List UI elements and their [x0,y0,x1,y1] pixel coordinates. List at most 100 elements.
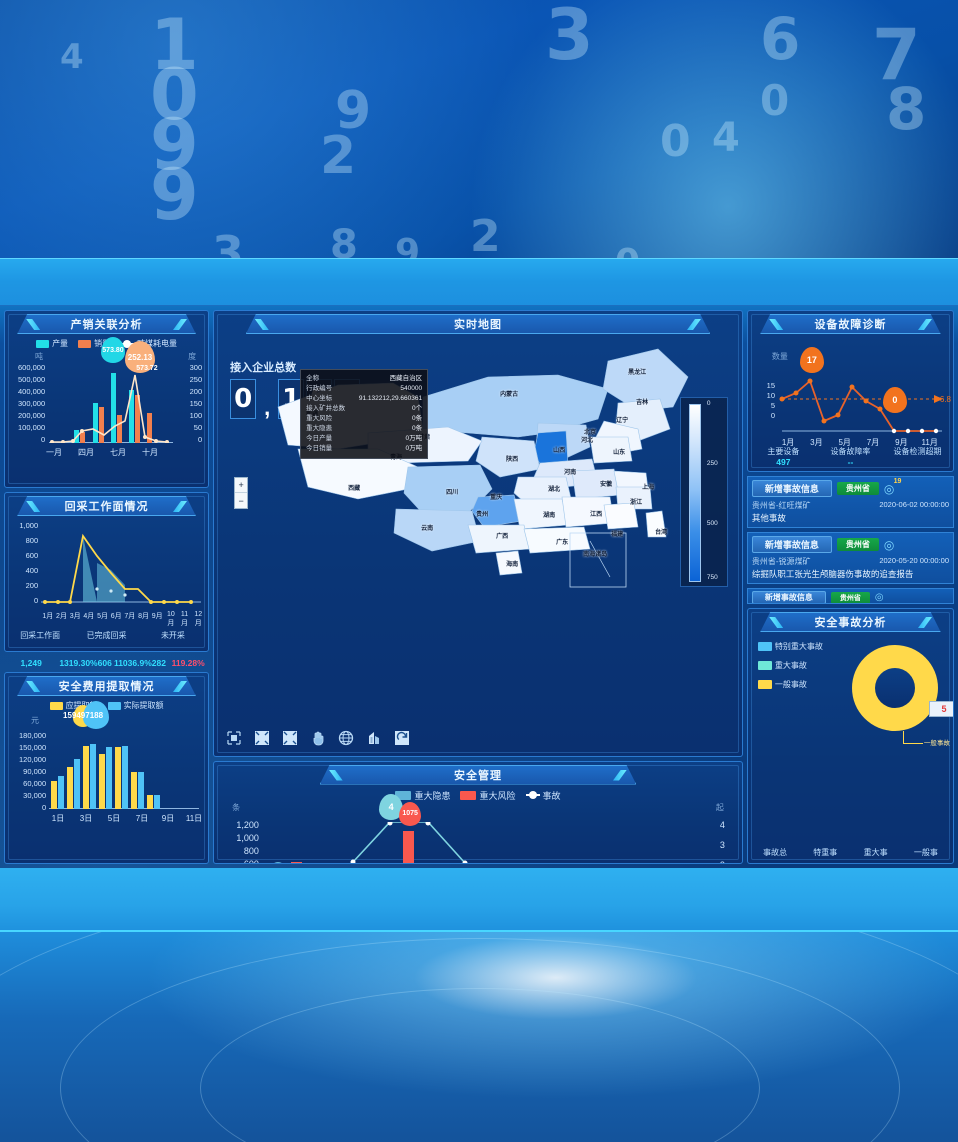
province-label[interactable]: 吉林 [636,400,649,406]
tooltip-row: 重大隐患 0条 [306,425,423,432]
province-label[interactable]: 西藏 [348,486,361,492]
y-tick-right: 2 [720,860,734,864]
stat-label: 设备检测超期 [893,447,942,456]
legend-item: 事故 [525,789,561,802]
province-label[interactable]: 海南 [506,562,519,568]
axis-unit-left: 元 [31,716,39,725]
counter-digit: 0 [230,379,257,419]
panel-device: 设备故障诊断 数量 15 10 5 0 17 0 6.8 [746,310,954,472]
float-badge[interactable]: 5 [929,701,953,717]
province-label[interactable]: 浙江 [630,500,643,506]
globe-icon[interactable] [336,729,355,748]
province-label[interactable]: 南海诸岛 [583,552,608,558]
background-digit: 2 [470,211,501,259]
donut-leader-line [902,731,904,743]
mine-name: 贵州省-锐源煤矿 [751,557,811,566]
zoom-in-button[interactable]: + [235,478,248,493]
accident-card[interactable]: 新增事故信息 贵州省 ◎ [746,588,954,604]
province-label[interactable]: 江西 [590,512,603,518]
province-label[interactable]: 河北 [581,438,594,444]
province-label[interactable]: 陕西 [506,457,519,463]
hand-icon[interactable] [308,729,327,748]
x-tick: 七月 [110,448,126,457]
line-series-accidents [350,821,468,864]
x-tick: 1月 [42,613,54,620]
province-label[interactable]: 贵州 [476,512,489,518]
zoom-out-button[interactable]: − [238,495,244,506]
counter-comma: , [264,395,271,420]
province-label[interactable]: 云南 [421,526,434,532]
accident-card[interactable]: 新增事故信息 贵州省 ◎ 贵州省-锐源煤矿 2020-05-20 00:00:0… [746,532,954,584]
province-label[interactable]: 湖北 [548,487,561,493]
panel-accident-analysis: 安全事故分析 特别重大事故 重大事故 一般事故 一般事故 5 事故总 特重事 重… [746,608,954,864]
location-pin-icon[interactable]: ◎ [883,537,895,552]
background-digit: 3 [545,0,594,76]
province-label[interactable]: 上海 [642,485,655,491]
province-label[interactable]: 台湾 [655,530,668,536]
province-label[interactable]: 湖南 [543,513,556,519]
x-tick: 11月 [921,438,938,447]
province-label[interactable]: 广东 [556,540,569,546]
donut-label: 一般事故 [923,740,950,747]
map-area[interactable]: 接入企业总数 0 , 1 0 7 + − [218,337,738,752]
background-digit: 8 [886,75,927,143]
line-chart-device [779,378,943,434]
map-zoom-controls[interactable]: + − [234,477,249,509]
x-tick: 9月 [151,613,163,620]
x-tick: 7月 [124,613,136,620]
collapse-icon[interactable] [280,729,299,748]
stat-value: 119.28% [171,658,205,668]
card-desc: 综掘队职工张光生颅脑器伤事故的追查报告 [751,569,914,579]
y-tick-right: 300 [189,363,203,372]
card-date: 2020-06-02 00:00:00 [879,500,949,509]
y-tick: 30,000 [23,791,47,800]
expand-icon[interactable] [252,729,271,748]
province-label[interactable]: 安徽 [600,482,613,488]
x-tick: 1月 [781,438,795,447]
stat-label: 主要设备 [767,447,800,456]
province-label[interactable]: 福建 [611,532,624,538]
background-bottom-band [0,868,958,932]
y-tick: 1,200 [236,819,259,830]
card-desc: 其他事故 [751,513,786,523]
map-toolbar[interactable] [224,729,411,748]
province-label[interactable]: 河南 [564,470,577,476]
tooltip-row: 重大风险 0条 [306,415,423,422]
y-tick: 600 [25,551,39,560]
y-tick-right: 4 [719,819,725,830]
chart-icon[interactable] [364,729,383,748]
marker-balloon: 0 [268,861,289,864]
accident-card[interactable]: 新增事故信息 贵州省 ◎ 19 贵州省-红旺煤矿 2020-06-02 00:00… [746,476,954,528]
province-label[interactable]: 重庆 [490,495,503,501]
location-pin-icon[interactable]: ◎ [874,592,884,603]
legend-item: 产量 [36,338,68,349]
y-tick: 120,000 [19,755,47,764]
x-tick: 12月 [194,611,203,627]
x-tick: 1日 [51,814,65,823]
china-map[interactable] [218,337,738,627]
province-label[interactable]: 北京 [584,430,597,436]
axis-unit-right: 度 [188,352,197,361]
y-tick: 60,000 [23,779,47,788]
province-label[interactable]: 四川 [446,490,459,496]
x-tick: 9日 [161,814,175,823]
card-title: 新增事故信息 [751,591,826,603]
location-pin-icon[interactable]: ◎ 19 [883,477,902,496]
province-label[interactable]: 辽宁 [616,418,629,424]
select-icon[interactable] [224,729,243,748]
province-label[interactable]: 山东 [613,450,626,456]
dashboard: 产销关联分析 产量 销量 吨煤耗电量 吨 度 600,000 500,000 4… [0,306,958,868]
y-tick: 10 [766,391,775,400]
province-label[interactable]: 广西 [496,534,509,540]
refresh-icon[interactable] [392,729,411,748]
background-digit: 9 [395,232,421,259]
background-digit: 9 [150,104,199,186]
province-label[interactable]: 内蒙古 [500,392,519,398]
province-label[interactable]: 山西 [553,448,566,454]
x-tick: 7日 [135,814,149,823]
middle-column: 实时地图 接入企业总数 0 , 1 0 7 + − [213,310,743,864]
device-footer: 主要设备 497 设备故障率 -- 设备检测超期 [750,446,951,467]
province-label[interactable]: 黑龙江 [628,370,647,376]
stat-value: 1,249 [20,658,42,668]
y-tick-right: 50 [193,423,203,432]
